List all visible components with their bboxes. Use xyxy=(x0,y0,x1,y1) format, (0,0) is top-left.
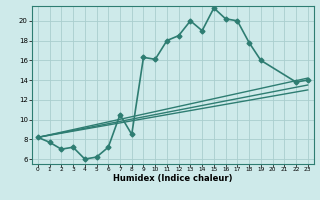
X-axis label: Humidex (Indice chaleur): Humidex (Indice chaleur) xyxy=(113,174,233,183)
